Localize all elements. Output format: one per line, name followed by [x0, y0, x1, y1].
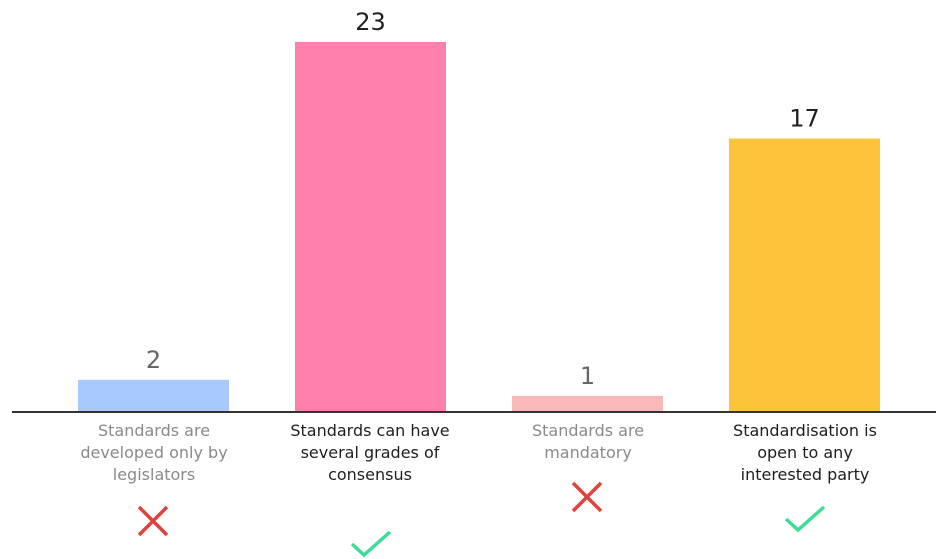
bar — [78, 379, 229, 412]
category-label: Standards are mandatory — [531, 421, 645, 462]
category-label: Standardisation is open to any intereste… — [733, 421, 877, 484]
check-icon — [784, 505, 826, 533]
value-label: 1 — [580, 362, 595, 390]
bar — [729, 138, 880, 413]
icons — [137, 481, 826, 558]
bar — [295, 42, 446, 412]
cross-icon — [137, 505, 169, 537]
category-label: Standards can have several grades of con… — [290, 421, 450, 484]
value-label: 17 — [789, 105, 820, 133]
check-icon — [350, 530, 392, 558]
bar — [512, 395, 663, 412]
value-label: 2 — [146, 346, 161, 374]
cross-icon — [571, 481, 603, 513]
value-label: 23 — [355, 8, 386, 36]
category-label: Standards are developed only by legislat… — [80, 421, 228, 484]
